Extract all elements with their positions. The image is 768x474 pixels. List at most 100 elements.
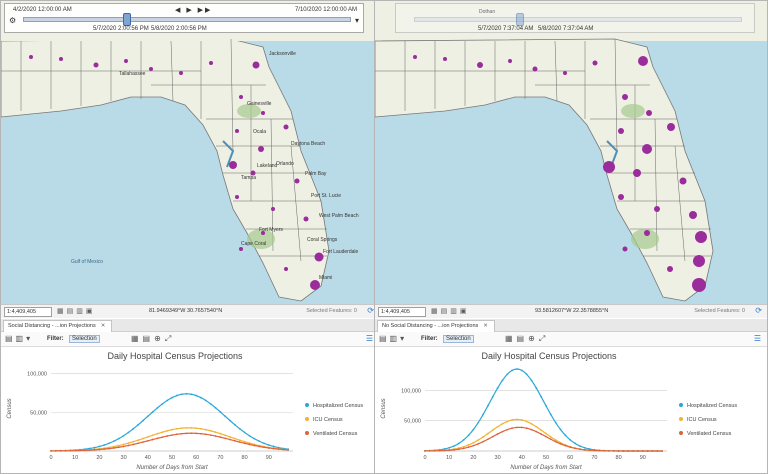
data-point (612, 450, 615, 452)
legend-label: Hospitalized Census (313, 403, 363, 409)
data-point (487, 432, 489, 435)
data-point (88, 447, 91, 450)
menu-icon[interactable]: ☰ (365, 334, 373, 343)
data-point (554, 421, 557, 424)
data-point (569, 446, 572, 449)
data-point (656, 450, 659, 452)
chart-tool-icons[interactable]: ▤▥▾ (379, 334, 408, 343)
legend-label: Hospitalized Census (687, 403, 737, 409)
data-point (491, 395, 494, 398)
data-point (540, 395, 543, 398)
map-view[interactable]: Jacksonville Tallahassee Gainesville Oca… (1, 1, 379, 304)
time-slider-current-start: 5/7/2020 2:00:56 PM (93, 26, 149, 32)
map-tool-icons[interactable]: ▦▤▥▣ (431, 308, 470, 315)
data-point (462, 447, 465, 450)
data-point (525, 373, 528, 376)
data-point (113, 445, 115, 448)
selection-filter-button[interactable]: Selection (69, 335, 100, 343)
chevron-icon[interactable]: ▾ (354, 16, 359, 25)
refresh-icon[interactable]: ⟳ (755, 306, 762, 315)
time-slider-thumb[interactable] (123, 13, 131, 26)
time-slider-track[interactable] (23, 17, 351, 22)
data-point (608, 450, 610, 452)
close-icon[interactable]: ✕ (100, 323, 106, 329)
y-axis-label: Census (381, 398, 387, 418)
close-icon[interactable]: ✕ (483, 323, 488, 329)
data-point (511, 369, 514, 372)
data-point (190, 393, 193, 396)
time-slider-track[interactable] (414, 17, 742, 22)
place-palm-bay: Palm Bay (305, 171, 327, 177)
time-slider[interactable]: 4/2/2020 12:00:00 AM ◀ ▶ ▶▶ 7/10/2020 12… (4, 3, 364, 33)
scale-dropdown[interactable]: 1:4,409,405 (4, 307, 52, 317)
place-coral-springs: Coral Springs (307, 237, 338, 243)
data-point (462, 439, 465, 441)
time-slider-controls[interactable]: ◀ ▶ ▶▶ (175, 7, 213, 14)
chart-nav-icons[interactable]: ▦▤⊕⤢ (505, 334, 550, 343)
data-point (214, 431, 217, 434)
data-point (132, 440, 135, 443)
selection-filter-button[interactable]: Selection (443, 335, 474, 343)
data-point (467, 444, 470, 446)
refresh-icon[interactable]: ⟳ (367, 306, 374, 315)
data-point (248, 443, 251, 446)
x-tick-label: 80 (616, 455, 622, 461)
data-point (622, 450, 625, 452)
chart-tool-icons[interactable]: ▤▥▾ (5, 334, 34, 343)
tab-chart[interactable]: Social Distancing - ...ion Projections ✕ (3, 320, 113, 332)
map-pane-social-distancing: Jacksonville Tallahassee Gainesville Oca… (0, 0, 380, 474)
data-point (142, 441, 144, 444)
map-view[interactable]: Dothan 5/7/2020 7:37:04 AM 5/8/2020 7:37… (375, 1, 767, 304)
x-axis-label: Number of Days from Start (510, 465, 582, 471)
data-point (545, 435, 547, 438)
map-tool-icons[interactable]: ▦▤▥▣ (57, 308, 96, 315)
data-point (117, 444, 120, 447)
data-point (175, 433, 178, 436)
data-point (267, 447, 270, 449)
county-borders (1, 38, 327, 262)
data-point (234, 439, 236, 442)
coordinate-readout: 81.9469349°W 30.7657540°N (149, 308, 223, 314)
data-point (506, 420, 509, 423)
data-point (661, 450, 664, 452)
time-slider-thumb[interactable] (516, 13, 524, 26)
data-point (209, 403, 212, 405)
data-point (448, 449, 451, 452)
legend-marker (305, 431, 309, 435)
florida-map (1, 1, 379, 302)
data-point (578, 445, 581, 447)
florida-land (1, 38, 330, 302)
tab-chart[interactable]: No Social Distancing - ...ion Projection… (377, 320, 495, 332)
data-point (156, 437, 159, 440)
data-point (258, 445, 261, 448)
data-point (487, 438, 489, 441)
data-point (214, 435, 217, 437)
scale-dropdown[interactable]: 1:4,409,405 (378, 307, 426, 317)
data-point (190, 426, 193, 429)
menu-icon[interactable]: ☰ (753, 334, 761, 343)
data-point (98, 445, 101, 448)
data-point (50, 450, 52, 452)
data-point (525, 427, 528, 430)
x-tick-label: 40 (145, 455, 151, 461)
data-point (175, 394, 178, 397)
data-point (166, 429, 169, 432)
time-slider[interactable]: 5/7/2020 7:37:04 AM 5/8/2020 7:37:04 AM (395, 3, 755, 33)
data-point (272, 445, 275, 448)
data-point (103, 444, 106, 446)
x-tick-label: 70 (591, 455, 597, 461)
place-tampa: Tampa (241, 175, 257, 181)
data-point (185, 426, 188, 429)
data-point (530, 428, 533, 431)
x-tick-label: 40 (519, 455, 525, 461)
data-point (151, 434, 154, 437)
y-tick-label: 50,000 (30, 410, 47, 416)
data-point (554, 439, 557, 441)
data-point (506, 373, 509, 376)
data-point (477, 442, 480, 445)
chart-toolbar: ▤▥▾ Filter: Selection ▦▤⊕⤢ ☰ (375, 332, 767, 347)
chart-nav-icons[interactable]: ▦▤⊕⤢ (131, 334, 176, 343)
gear-icon[interactable]: ⚙ (9, 16, 17, 25)
data-point (214, 406, 217, 409)
data-point (238, 441, 241, 444)
